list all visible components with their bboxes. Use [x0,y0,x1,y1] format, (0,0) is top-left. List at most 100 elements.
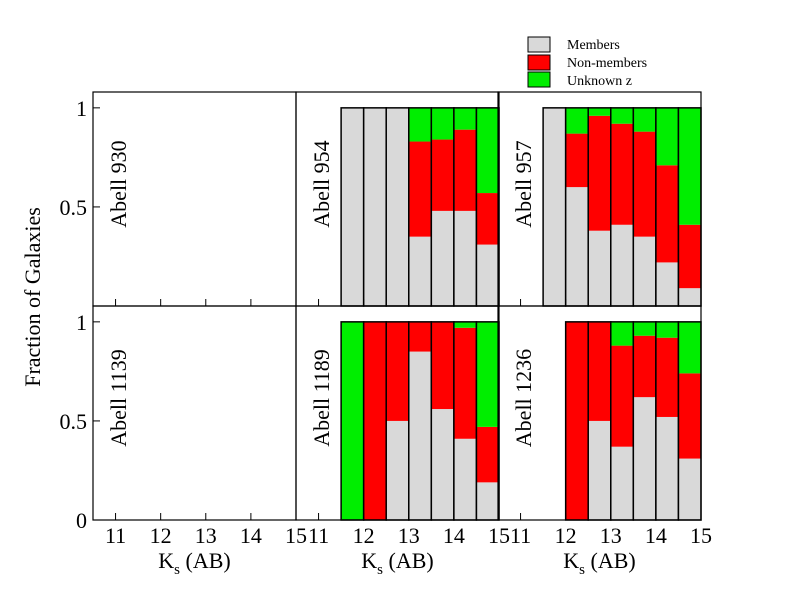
abell-957-bar-8-unknown [656,108,679,165]
abell-957-bar-9-unknown [678,108,701,225]
abell-954-bar-7-unknown [431,108,454,140]
abell-1236-bar-6-nonmembers [611,346,634,447]
x-tick-label-col1-13: 13 [195,523,217,548]
x-axis-label-col2: Ks (AB) [361,548,433,578]
legend-swatch-members [528,37,550,52]
abell-957-bar-4-members [566,187,589,306]
abell-954-bar-8-nonmembers [454,130,477,211]
abell-957-bar-9-nonmembers [678,225,701,288]
abell-957-bar-8-nonmembers [656,165,679,262]
legend-label-nonmembers: Non-members [567,56,647,71]
abell-1189-bar-8-members [454,439,477,520]
abell-957-bar-5-unknown [588,108,611,116]
abell-954-bar-3-members [341,108,364,306]
abell-1236-bar-7-nonmembers [633,336,656,397]
x-tick-label-col1-15: 15 [285,523,307,548]
x-axis-label-col1: Ks (AB) [158,548,230,578]
abell-1236-bar-9-unknown [678,322,701,374]
abell-1236-bar-9-members [678,459,701,520]
abell-1189-bar-5-members [386,421,409,520]
abell-1189-title: Abell 1189 [309,349,334,447]
abell-954-bar-7-nonmembers [431,140,454,211]
abell-1236-bar-8-nonmembers [656,338,679,417]
abell-954-bar-6-members [409,237,432,306]
abell-1236-bar-7-members [633,397,656,520]
abell-957-bar-5-nonmembers [588,116,611,231]
y-tick-label-r2-0: 0 [76,508,87,533]
x-tick-label-col3-15: 15 [690,523,712,548]
abell-957-bar-7-unknown [633,108,656,132]
abell-957-bar-4-nonmembers [566,134,589,188]
x-tick-label-col1-14: 14 [240,523,262,548]
abell-1236-bar-8-members [656,417,679,520]
abell-957-bar-8-members [656,262,679,306]
abell-957-title: Abell 957 [511,140,536,227]
abell-1189-bar-5-nonmembers [386,322,409,421]
abell-1236-bar-7-unknown [633,322,656,336]
abell-954-bar-9-unknown [476,108,499,193]
abell-957-bar-6-members [611,225,634,306]
legend-label-unknown: Unknown z [567,74,632,89]
x-tick-label-col3-11: 11 [510,523,531,548]
abell-1236-bar-6-members [611,447,634,520]
abell-957-bar-7-members [633,237,656,306]
abell-1236-title: Abell 1236 [511,349,536,447]
abell-930-title: Abell 930 [106,140,131,227]
x-tick-label-col3-14: 14 [645,523,667,548]
legend: Members Non-members Unknown z [528,37,647,89]
abell-1236-bar-6-unknown [611,322,634,346]
chart-figure: Abell 930 Abell 954 Abell 957 Abell 1139 Abe… [0,0,792,612]
abell-1189-bar-8-unknown [454,322,477,328]
y-tick-label-r1-0-5: 0.5 [60,195,88,220]
x-tick-label-col2-12: 12 [353,523,375,548]
x-axis-label-col3: Ks (AB) [563,548,635,578]
abell-1189-bar-7-members [431,409,454,520]
abell-1189-bar-6-members [409,352,432,520]
abell-954-bar-6-unknown [409,108,432,142]
abell-1189-bar-3-unknown [341,322,364,520]
abell-954-bar-8-unknown [454,108,477,130]
abell-957-bar-4-unknown [566,108,589,134]
y-axis-label: Fraction of Galaxies [20,207,45,387]
abell-1189-bar-9-nonmembers [476,427,499,482]
abell-957-bar-5-members [588,231,611,306]
x-tick-label-col2-15: 15 [488,523,510,548]
legend-swatch-unknown [528,72,550,87]
abell-1189-bar-8-nonmembers [454,328,477,439]
abell-1189-bar-9-members [476,482,499,520]
abell-1189-bar-9-unknown [476,322,499,427]
legend-swatch-nonmembers [528,55,550,70]
abell-1236-bar-5-nonmembers [588,322,611,421]
abell-1189-bar-7-nonmembers [431,322,454,409]
abell-957-bar-9-members [678,288,701,306]
abell-954-bar-4-members [364,108,387,306]
x-tick-label-col1-12: 12 [150,523,172,548]
abell-954-bar-7-members [431,211,454,306]
abell-954-bar-9-nonmembers [476,193,499,245]
abell-957-bar-3-members [543,108,566,306]
abell-954-bar-9-members [476,245,499,306]
abell-1139-title: Abell 1139 [106,349,131,447]
y-tick-label-r2-1: 1 [76,310,87,335]
abell-1236-bar-9-nonmembers [678,373,701,458]
abell-957-bar-6-nonmembers [611,124,634,225]
x-tick-label-col1-11: 11 [105,523,126,548]
abell-1236-bar-5-members [588,421,611,520]
abell-1189-bar-4-nonmembers [364,322,387,520]
x-tick-label-col2-14: 14 [443,523,465,548]
abell-1236-bar-8-unknown [656,322,679,338]
abell-1236-bar-4-nonmembers [566,322,589,520]
legend-label-members: Members [567,38,620,53]
y-tick-label-r2-0-5: 0.5 [60,409,88,434]
abell-1189-bar-6-nonmembers [409,322,432,352]
abell-954-bar-6-nonmembers [409,142,432,237]
x-tick-label-col3-13: 13 [600,523,622,548]
abell-954-bar-5-members [386,108,409,306]
x-tick-label-col3-12: 12 [555,523,577,548]
abell-954-title: Abell 954 [309,140,334,227]
y-tick-label-r1-1: 1 [76,96,87,121]
abell-957-bar-7-nonmembers [633,132,656,237]
x-tick-label-col2-13: 13 [398,523,420,548]
abell-954-bar-8-members [454,211,477,306]
x-tick-label-col2-11: 11 [308,523,329,548]
